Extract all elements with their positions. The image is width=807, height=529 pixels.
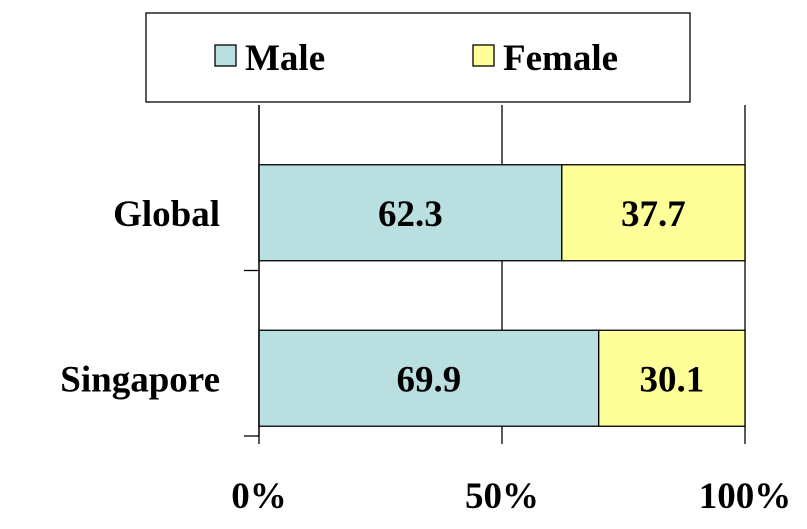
bar-female-singapore xyxy=(598,329,746,427)
data-label: 69.9 xyxy=(396,359,461,400)
bar-male-global xyxy=(258,164,563,262)
legend-label-female: Female xyxy=(503,38,618,79)
legend-label-male: Male xyxy=(245,38,325,79)
legend: Male Female xyxy=(145,12,691,103)
labels: 0% 50% 100% 62.3 37.7 Global 69.9 30.1 Singapore xyxy=(60,194,791,517)
x-tick-label: 50% xyxy=(465,476,539,517)
bars xyxy=(258,164,746,427)
bar-female-global xyxy=(561,164,746,262)
category-label: Singapore xyxy=(60,359,220,400)
legend-box xyxy=(145,12,691,103)
legend-swatch-female xyxy=(472,44,495,67)
x-tick-label: 0% xyxy=(231,476,287,517)
data-label: 30.1 xyxy=(639,359,704,400)
data-label: 37.7 xyxy=(621,194,686,235)
x-tick-label: 100% xyxy=(699,476,792,517)
category-label: Global xyxy=(113,194,220,235)
data-label: 62.3 xyxy=(378,194,443,235)
axes xyxy=(244,105,746,444)
bar-male-singapore xyxy=(258,329,600,427)
legend-swatch-male xyxy=(214,44,237,67)
